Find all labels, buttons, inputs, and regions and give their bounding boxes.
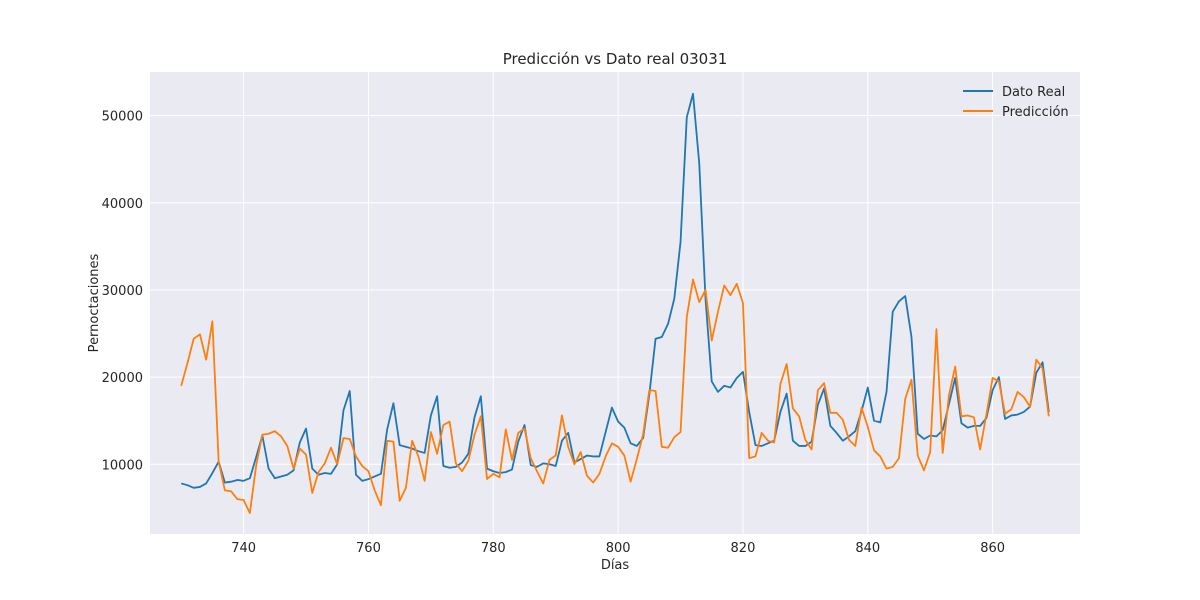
series-line-predicci-n: [180, 278, 1050, 514]
y-gridlines: [150, 115, 1080, 465]
y-tick-label: 40000: [102, 197, 143, 212]
x-tick-labels: 740 760 780 800 820 840 860: [231, 541, 1005, 556]
series-line-dato-real: [180, 92, 1050, 489]
legend: Dato Real Predicción: [963, 85, 1069, 120]
y-tick-label: 30000: [102, 284, 143, 299]
legend-label-prediccion: Predicción: [1002, 105, 1069, 120]
y-tick-label: 10000: [102, 458, 143, 473]
x-axis-label: Días: [601, 558, 630, 573]
x-tick-label: 740: [231, 541, 256, 556]
y-tick-labels: 10000 20000 30000 40000 50000: [102, 110, 143, 474]
y-axis-label: Pernoctaciones: [87, 253, 102, 352]
series-lines: [180, 92, 1050, 514]
x-tick-label: 860: [980, 541, 1005, 556]
x-tick-label: 820: [731, 541, 756, 556]
chart-title: Predicción vs Dato real 03031: [503, 50, 728, 68]
plot-area: [150, 72, 1080, 534]
x-tick-label: 780: [481, 541, 506, 556]
x-tick-label: 760: [356, 541, 381, 556]
x-tick-label: 840: [855, 541, 880, 556]
y-tick-label: 50000: [102, 110, 143, 125]
y-tick-label: 20000: [102, 371, 143, 386]
legend-label-dato-real: Dato Real: [1002, 85, 1065, 100]
x-tick-label: 800: [606, 541, 631, 556]
x-gridlines: [243, 72, 994, 534]
